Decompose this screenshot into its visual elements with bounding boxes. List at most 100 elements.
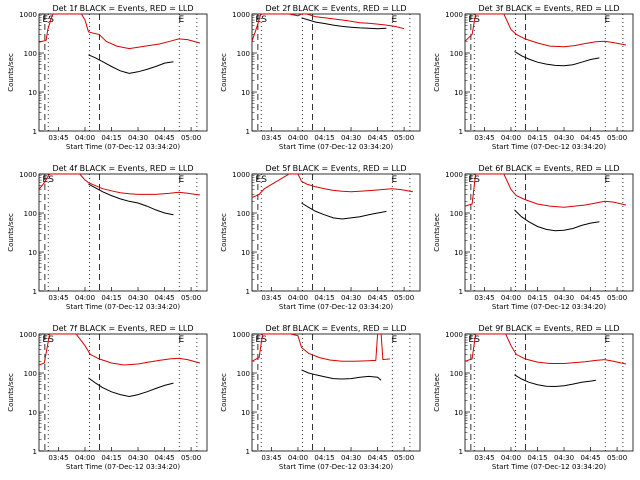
plot-axes-frame (251, 13, 421, 132)
x-tick-label: 03:45 (48, 454, 68, 462)
events-series-line (301, 369, 382, 381)
x-tick-label: 04:30 (341, 454, 361, 462)
x-tick-label: 04:45 (367, 454, 387, 462)
y-tick-label: 100 (450, 50, 463, 58)
x-tick-label: 04:30 (128, 134, 148, 142)
x-tick-label: 04:30 (128, 454, 148, 462)
x-tick-label: 04:45 (367, 134, 387, 142)
x-axis-label: Start Time (07-Dec-12 03:34:20) (492, 463, 606, 471)
y-tick-label: 1000 (232, 11, 250, 19)
y-tick-label: 1 (459, 448, 463, 456)
marker-letter: E (468, 15, 474, 25)
y-tick-label: 1000 (445, 331, 463, 339)
lld-series-line (39, 14, 201, 50)
marker-letter: E (255, 335, 261, 345)
y-tick-label: 10 (28, 89, 37, 97)
x-tick-label: 03:45 (474, 454, 494, 462)
x-tick-label: 04:15 (101, 454, 121, 462)
events-series-line (88, 377, 174, 398)
marker-letter: E (391, 335, 397, 345)
y-tick-label: 10 (241, 89, 250, 97)
marker-letter: E (178, 175, 184, 185)
lld-series-line (39, 174, 200, 196)
y-tick-label: 100 (24, 50, 37, 58)
y-tick-label: 10 (454, 89, 463, 97)
y-tick-label: 100 (237, 50, 250, 58)
y-tick-label: 1000 (232, 171, 250, 179)
x-tick-label: 04:15 (527, 454, 547, 462)
y-tick-label: 100 (24, 210, 37, 218)
x-tick-label: 04:15 (314, 454, 334, 462)
marker-letter: E (178, 335, 184, 345)
y-axis-label: Counts/sec (220, 53, 228, 92)
plot-axes-frame (251, 333, 421, 452)
x-tick-label: 04:00 (75, 294, 95, 302)
plot-panel: Det 3f BLACK = Events, RED = LLD 1 10 100 10… (433, 4, 634, 151)
x-tick-label: 04:30 (341, 294, 361, 302)
plot-title: Det 1f BLACK = Events, RED = LLD (52, 4, 193, 13)
events-series-line (88, 54, 174, 74)
marker-letter: S (48, 175, 54, 185)
x-tick-label: 04:15 (101, 134, 121, 142)
marker-letter: E (604, 15, 610, 25)
x-tick-label: 03:45 (48, 294, 68, 302)
y-tick-label: 1000 (19, 171, 37, 179)
marker-letter: S (474, 175, 480, 185)
x-tick-label: 04:45 (580, 454, 600, 462)
x-tick-label: 04:00 (288, 454, 308, 462)
x-tick-label: 04:30 (128, 294, 148, 302)
plot-title: Det 7f BLACK = Events, RED = LLD (52, 324, 193, 333)
x-tick-label: 04:30 (554, 454, 574, 462)
x-tick-label: 04:00 (75, 454, 95, 462)
x-tick-label: 05:00 (181, 454, 201, 462)
y-tick-label: 1 (33, 128, 37, 136)
y-tick-label: 10 (454, 249, 463, 257)
y-tick-label: 1000 (445, 171, 463, 179)
x-tick-label: 04:45 (154, 294, 174, 302)
y-axis-label: Counts/sec (7, 53, 15, 92)
y-tick-label: 100 (237, 370, 250, 378)
events-series-line (88, 183, 174, 216)
x-tick-label: 04:45 (154, 454, 174, 462)
events-series-line (514, 50, 600, 67)
x-tick-label: 04:00 (288, 294, 308, 302)
plot-title: Det 3f BLACK = Events, RED = LLD (478, 4, 619, 13)
y-tick-label: 10 (28, 249, 37, 257)
x-tick-label: 04:00 (288, 134, 308, 142)
marker-letter: E (468, 335, 474, 345)
x-axis-label: Start Time (07-Dec-12 03:34:20) (279, 143, 393, 151)
lld-series-line (465, 334, 627, 365)
y-tick-label: 100 (24, 370, 37, 378)
plot-panel: Det 7f BLACK = Events, RED = LLD 1 10 100 10… (7, 324, 208, 471)
x-tick-label: 04:15 (527, 294, 547, 302)
y-axis-label: Counts/sec (220, 213, 228, 252)
plot-axes-frame (464, 13, 634, 132)
lld-series-line (465, 14, 626, 48)
marker-letter: E (178, 15, 184, 25)
plot-axes-frame (464, 333, 634, 452)
marker-letter: S (261, 175, 267, 185)
x-tick-label: 04:30 (554, 294, 574, 302)
marker-letter: E (391, 175, 397, 185)
plot-title: Det 4f BLACK = Events, RED = LLD (52, 164, 193, 173)
y-tick-label: 10 (241, 409, 250, 417)
events-series-line (514, 374, 596, 388)
x-tick-label: 05:00 (607, 294, 627, 302)
y-tick-label: 1 (246, 288, 250, 296)
marker-letter: E (42, 335, 48, 345)
x-tick-label: 04:30 (341, 134, 361, 142)
x-tick-label: 04:45 (580, 294, 600, 302)
y-tick-label: 1 (459, 288, 463, 296)
marker-letter: S (474, 335, 480, 345)
plot-panel: Det 9f BLACK = Events, RED = LLD 1 10 100 10… (433, 324, 634, 471)
marker-letter: S (48, 335, 54, 345)
x-tick-label: 04:00 (75, 134, 95, 142)
plot-axes-frame (38, 13, 208, 132)
lld-series-line (465, 174, 627, 208)
marker-letter: E (391, 15, 397, 25)
y-axis-label: Counts/sec (7, 213, 15, 252)
lld-series-line (39, 334, 201, 366)
plot-title: Det 8f BLACK = Events, RED = LLD (265, 324, 406, 333)
x-tick-label: 04:15 (314, 134, 334, 142)
